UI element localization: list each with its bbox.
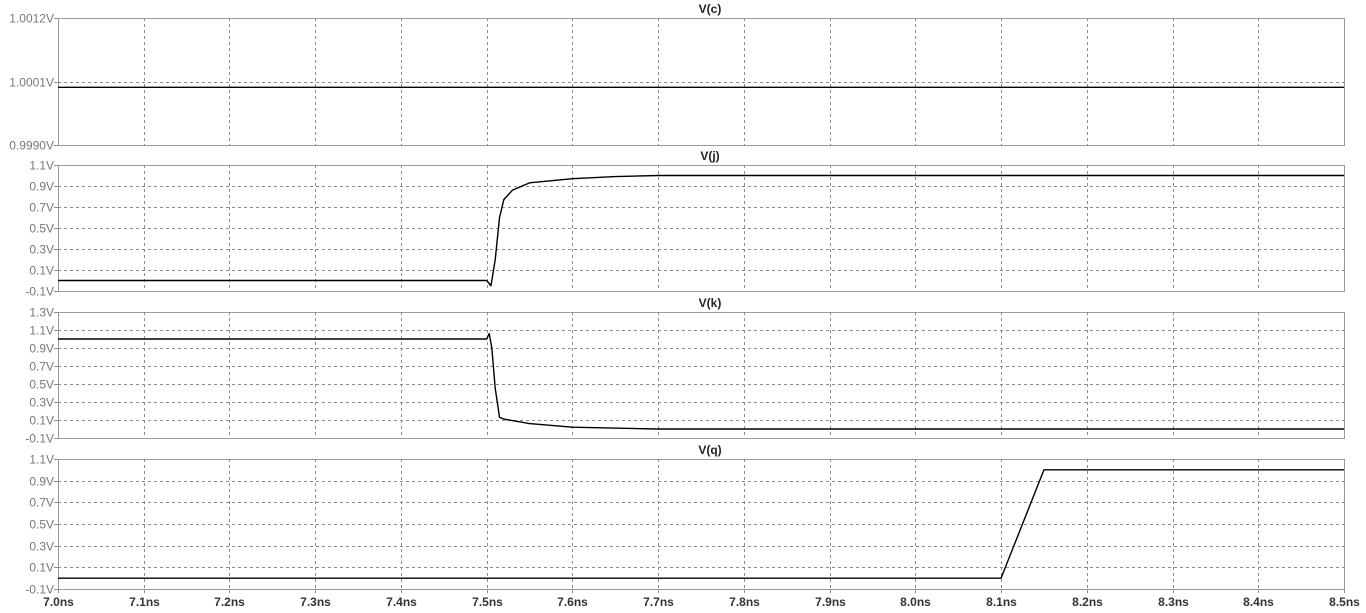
x-tick-label: 8.2ns <box>1072 595 1103 609</box>
y-tick-label: 1.1V <box>29 324 54 338</box>
y-tick-label: -0.1V <box>25 285 54 299</box>
y-tick-label: 0.9990V <box>9 139 54 153</box>
plot-pane-1: 1.0012V 1.0001V 0.9990V V(c) <box>9 2 1345 153</box>
y-tick-label: 0.9V <box>29 342 54 356</box>
y-tick-label: -0.1V <box>25 583 54 597</box>
y-tick-label: 0.1V <box>29 414 54 428</box>
y-tick-label: 0.3V <box>29 540 54 554</box>
plot-pane-4: 1.1V 0.9V 0.7V 0.5V 0.3V 0.1V -0.1V V(q) <box>25 443 1345 597</box>
y-tick-label: 0.7V <box>29 201 54 215</box>
y-tick-label: 0.7V <box>29 360 54 374</box>
y-tick-label: 0.3V <box>29 243 54 257</box>
x-tick-label: 7.0ns <box>43 595 74 609</box>
x-tick-label: 8.3ns <box>1158 595 1189 609</box>
x-axis: 7.0ns 7.1ns 7.2ns 7.3ns 7.4ns 7.5ns 7.6ns 7.7ns… <box>43 589 1360 609</box>
y-tick-label: 1.0001V <box>9 76 54 90</box>
x-tick-label: 8.0ns <box>900 595 931 609</box>
trace-title[interactable]: V(j) <box>700 149 719 163</box>
x-tick-label: 7.6ns <box>557 595 588 609</box>
trace-line <box>58 469 1344 579</box>
x-tick-label: 8.4ns <box>1243 595 1274 609</box>
y-tick-label: 0.5V <box>29 378 54 392</box>
y-tick-label: 1.1V <box>29 159 54 173</box>
x-tick-label: 7.7ns <box>643 595 674 609</box>
y-tick-label: 0.9V <box>29 180 54 194</box>
y-tick-label: 0.7V <box>29 496 54 510</box>
trace-title[interactable]: V(q) <box>698 443 721 457</box>
plot-frame <box>58 312 1345 439</box>
y-tick-label: 0.3V <box>29 396 54 410</box>
trace-title[interactable]: V(k) <box>699 296 722 310</box>
trace-title[interactable]: V(c) <box>699 2 722 16</box>
x-tick-label: 7.8ns <box>729 595 760 609</box>
y-tick-label: 1.3V <box>29 306 54 320</box>
x-tick-label: 8.1ns <box>986 595 1017 609</box>
x-tick-label: 7.4ns <box>386 595 417 609</box>
y-tick-label: -0.1V <box>25 432 54 446</box>
y-tick-label: 0.5V <box>29 518 54 532</box>
plot-pane-3: 1.3V 1.1V 0.9V 0.7V 0.5V 0.3V 0.1V -0.1V V(k) <box>25 296 1345 446</box>
x-tick-label: 7.3ns <box>300 595 331 609</box>
trace-line <box>58 174 1344 287</box>
x-tick-label: 7.2ns <box>214 595 245 609</box>
trace-line <box>58 332 1344 430</box>
x-tick-label: 7.1ns <box>129 595 160 609</box>
y-tick-label: 0.1V <box>29 264 54 278</box>
plot-pane-2: 1.1V 0.9V 0.7V 0.5V 0.3V 0.1V -0.1V V(j) <box>25 149 1345 299</box>
y-tick-label: 0.5V <box>29 222 54 236</box>
y-tick-label: 1.0012V <box>9 12 54 26</box>
x-tick-label: 7.5ns <box>472 595 503 609</box>
y-tick-label: 0.1V <box>29 561 54 575</box>
y-tick-label: 0.9V <box>29 475 54 489</box>
y-tick-label: 1.1V <box>29 453 54 467</box>
x-tick-label: 8.5ns <box>1329 595 1360 609</box>
x-tick-label: 7.9ns <box>815 595 846 609</box>
